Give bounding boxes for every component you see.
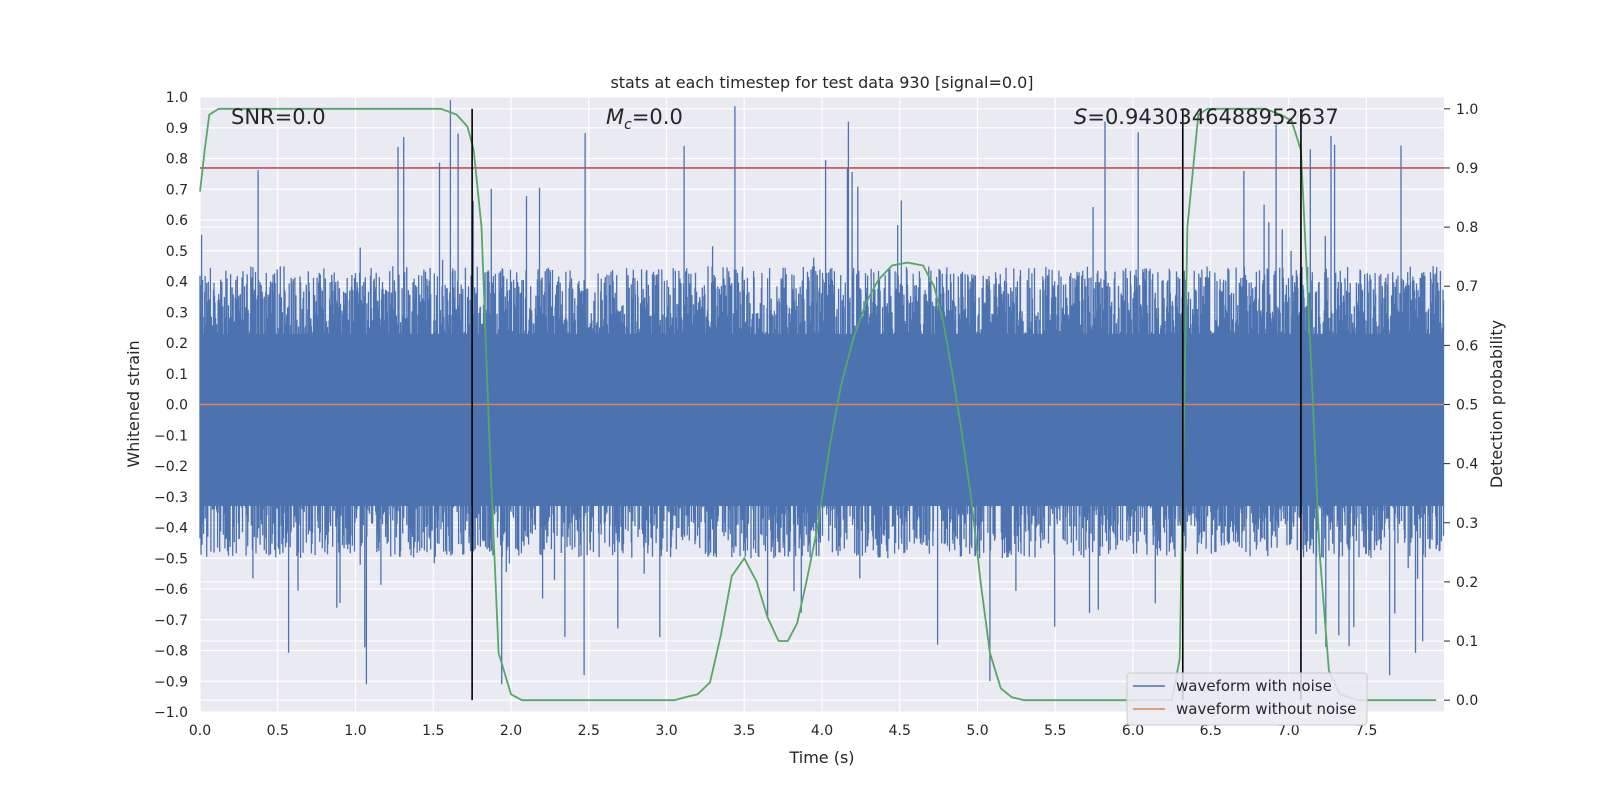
y-tick-label-right: 0.2: [1456, 575, 1478, 591]
y-tick-label-left: 0.1: [166, 367, 188, 383]
noise-waveform-series: [199, 100, 1445, 685]
x-tick-label: 2.5: [578, 723, 600, 739]
y-tick-label-left: −0.3: [154, 490, 188, 506]
y-tick-label-right: 0.7: [1456, 279, 1478, 295]
x-axis-ticks: 0.0 0.5 1.0 1.5 2.0 2.5 3.0 3.5 4.0 4.5 5.0 5.5 6.0 6…: [189, 723, 1378, 739]
x-axis-label: Time (s): [788, 748, 854, 767]
y-tick-label-right: 0.0: [1456, 693, 1478, 709]
x-tick-label: 5.5: [1044, 723, 1066, 739]
y-tick-label-right: 0.1: [1456, 634, 1478, 650]
y-tick-label-left: −0.5: [154, 551, 188, 567]
x-tick-label: 5.0: [966, 723, 988, 739]
y-tick-label-left: 0.7: [166, 182, 188, 198]
y-tick-label-right: 0.3: [1456, 516, 1478, 532]
x-tick-label: 0.0: [189, 723, 211, 739]
y-tick-label-left: −0.4: [154, 521, 188, 537]
x-tick-label: 6.5: [1200, 723, 1222, 739]
right-axis-ticks: 1.0 0.9 0.8 0.7 0.6 0.5 0.4 0.3 0.2 0.1 0.0: [1444, 102, 1478, 709]
y-tick-label-left: 0.5: [166, 244, 188, 260]
x-tick-label: 3.0: [655, 723, 677, 739]
chirp-mass-annotation: Mc=0.0: [606, 105, 683, 133]
y-tick-label-left: 0.9: [166, 121, 188, 137]
lines-layer: [199, 107, 1444, 702]
snr-annotation: SNR=0.0: [231, 105, 326, 129]
score-value: =0.9430346488952637: [1087, 105, 1338, 129]
y-tick-label-left: −0.1: [154, 428, 188, 444]
y-tick-label-left: −1.0: [154, 705, 188, 721]
detection-probability-line: [199, 107, 1437, 702]
vertical-markers: [471, 108, 1302, 701]
x-tick-label: 6.0: [1122, 723, 1144, 739]
x-tick-label: 3.5: [733, 723, 755, 739]
y-tick-label-right: 0.9: [1456, 161, 1478, 177]
x-tick-label: 4.5: [889, 723, 911, 739]
y-tick-label-right: 0.5: [1456, 398, 1478, 414]
x-tick-label: 7.0: [1277, 723, 1299, 739]
x-tick-label: 1.0: [344, 723, 366, 739]
legend-label-noise: waveform with noise: [1176, 677, 1332, 695]
legend-label-clean: waveform without noise: [1176, 700, 1356, 718]
y-tick-label-left: −0.8: [154, 644, 188, 660]
y-tick-label-right: 1.0: [1456, 102, 1478, 118]
x-tick-label: 4.0: [811, 723, 833, 739]
x-tick-label: 2.0: [500, 723, 522, 739]
y-tick-label-left: 0.3: [166, 305, 188, 321]
y-tick-label-left: 1.0: [166, 90, 188, 106]
y-tick-label-right: 0.4: [1456, 457, 1478, 473]
legend-box: [1126, 672, 1368, 726]
y-tick-label-right: 0.8: [1456, 220, 1478, 236]
chart-title: stats at each timestep for test data 930…: [610, 73, 1033, 92]
chirp-mass-subscript: c: [624, 117, 632, 133]
x-tick-label: 7.5: [1355, 723, 1377, 739]
score-symbol: S: [1074, 105, 1087, 129]
y-tick-label-left: −0.2: [154, 459, 188, 475]
y-tick-label-left: 0.8: [166, 152, 188, 168]
legend: waveform with noise waveform without noi…: [1126, 672, 1368, 726]
y-tick-label-right: 0.6: [1456, 338, 1478, 354]
y-tick-label-left: −0.7: [154, 613, 188, 629]
y-axis-label-right: Detection probability: [1487, 320, 1506, 488]
x-tick-label: 0.5: [267, 723, 289, 739]
y-tick-label-left: −0.9: [154, 674, 188, 690]
x-tick-label: 1.5: [422, 723, 444, 739]
y-tick-label-left: 0.4: [166, 275, 188, 291]
score-annotation: S=0.9430346488952637: [1074, 105, 1339, 129]
y-tick-label-left: 0.2: [166, 336, 188, 352]
y-tick-label-left: 0.0: [166, 398, 188, 414]
y-tick-label-left: 0.6: [166, 213, 188, 229]
chirp-mass-symbol: M: [606, 105, 624, 129]
y-axis-label-left: Whitened strain: [124, 340, 143, 467]
y-tick-label-left: −0.6: [154, 582, 188, 598]
chirp-mass-value: =0.0: [632, 105, 683, 129]
left-axis-ticks: 1.0 0.9 0.8 0.7 0.6 0.5 0.4 0.3 0.2 0.1 0.0 −0.1 −0.…: [154, 90, 188, 721]
